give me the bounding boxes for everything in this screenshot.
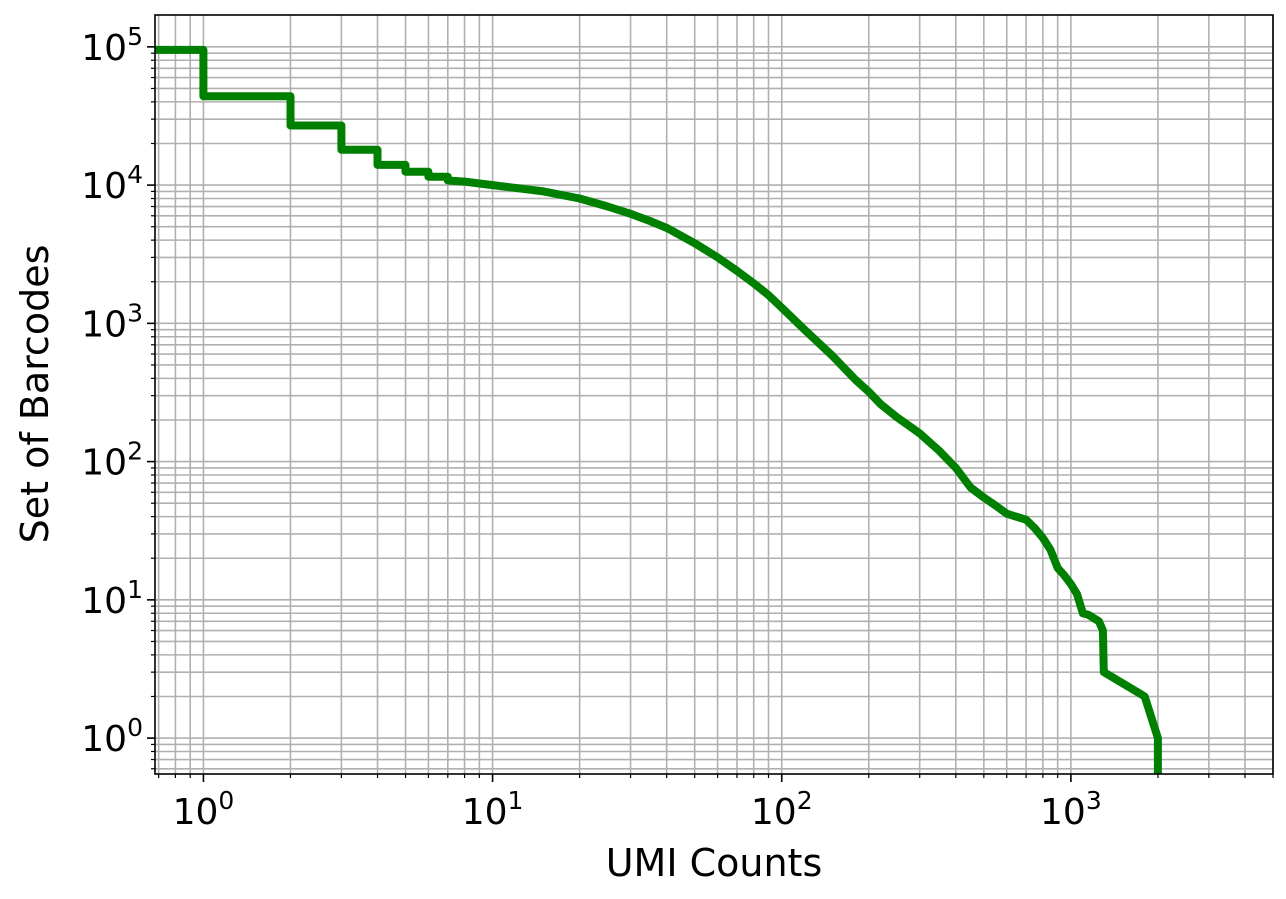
y-tick-label: 100	[81, 713, 143, 760]
x-tick-label: 100	[173, 786, 235, 833]
plot-frame	[154, 14, 1274, 775]
y-tick-label: 105	[81, 22, 143, 69]
y-tick-label: 103	[81, 298, 143, 345]
x-tick-label: 103	[1040, 786, 1102, 833]
series-layer	[155, 45, 1162, 774]
y-tick-label: 104	[81, 160, 143, 207]
y-tick-label: 101	[81, 575, 143, 622]
x-tick-label: 101	[462, 786, 524, 833]
x-tick-label: 102	[751, 786, 813, 833]
series-line	[155, 45, 1162, 774]
y-axis-label: Set of Barcodes	[13, 245, 57, 544]
tick-layer: 100 101 102 103 100 101 102 103 104 105	[81, 22, 1274, 833]
y-tick-label: 102	[81, 437, 143, 484]
x-axis-label: UMI Counts	[606, 841, 823, 885]
